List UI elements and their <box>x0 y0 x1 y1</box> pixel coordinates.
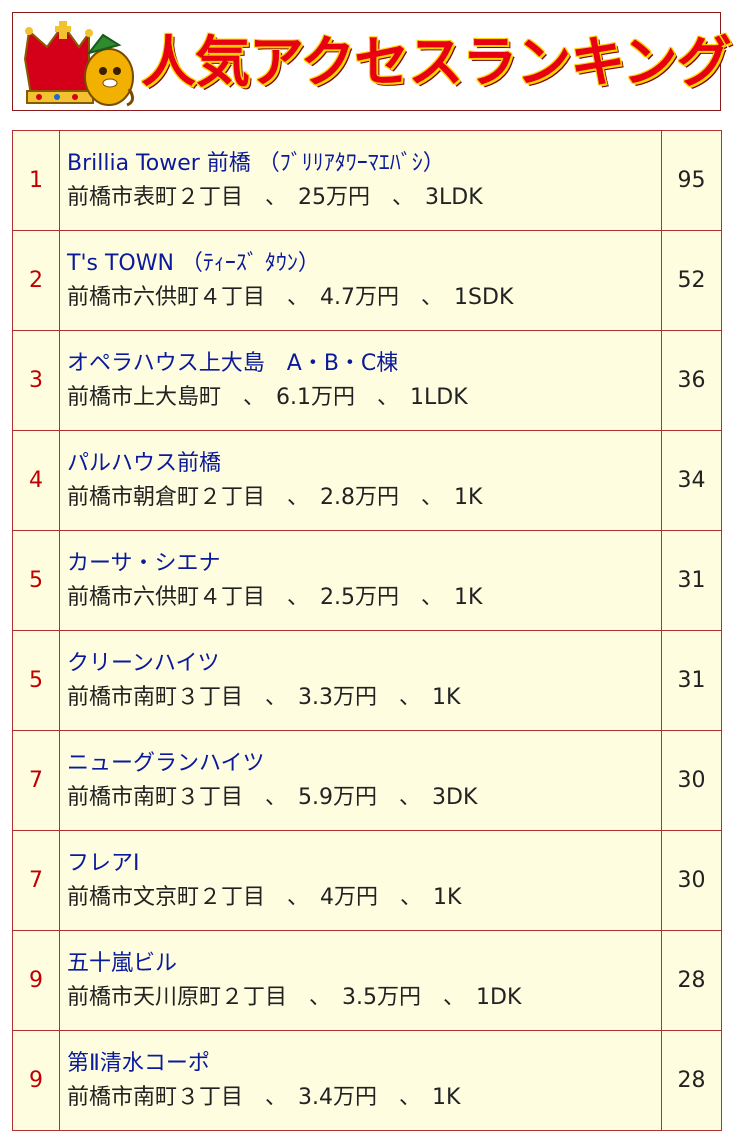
ranking-table-body: 1 Brillia Tower 前橋 （ﾌﾞﾘﾘｱﾀﾜｰﾏｴﾊﾞｼ） 前橋市表町… <box>12 130 722 1131</box>
property-detail: 前橋市文京町２丁目 、 4万円 、 1K <box>67 884 462 910</box>
property-name-link[interactable]: Brillia Tower 前橋 （ﾌﾞﾘﾘｱﾀﾜｰﾏｴﾊﾞｼ） <box>67 150 445 176</box>
access-count-cell: 36 <box>661 330 722 431</box>
property-rent: 2.5万円 <box>320 584 400 610</box>
rank-cell: 5 <box>12 530 60 631</box>
property-address: 前橋市南町３丁目 <box>67 684 244 710</box>
property-cell: クリーンハイツ 前橋市南町３丁目 、 3.3万円 、 1K <box>59 630 662 731</box>
access-count-cell: 52 <box>661 230 722 331</box>
property-layout: 1K <box>454 484 483 510</box>
property-layout: 1LDK <box>410 384 468 410</box>
property-rent: 6.1万円 <box>276 384 356 410</box>
property-cell: パルハウス前橋 前橋市朝倉町２丁目 、 2.8万円 、 1K <box>59 430 662 531</box>
rank-cell: 9 <box>12 930 60 1031</box>
access-count-cell: 28 <box>661 930 722 1031</box>
property-detail: 前橋市六供町４丁目 、 4.7万円 、 1SDK <box>67 284 514 310</box>
property-detail: 前橋市表町２丁目 、 25万円 、 3LDK <box>67 184 483 210</box>
table-row[interactable]: 7 フレアⅠ 前橋市文京町２丁目 、 4万円 、 1K 30 <box>12 830 722 931</box>
access-count-cell: 34 <box>661 430 722 531</box>
rank-cell: 2 <box>12 230 60 331</box>
property-name-link[interactable]: クリーンハイツ <box>67 650 220 676</box>
property-layout: 1DK <box>476 984 522 1010</box>
property-address: 前橋市六供町４丁目 <box>67 284 266 310</box>
property-layout: 3DK <box>432 784 478 810</box>
property-layout: 3LDK <box>425 184 483 210</box>
table-row[interactable]: 7 ニューグランハイツ 前橋市南町３丁目 、 5.9万円 、 3DK 30 <box>12 730 722 831</box>
table-row[interactable]: 2 T's TOWN （ﾃｨｰｽﾞ ﾀｳﾝ） 前橋市六供町４丁目 、 4.7万円… <box>12 230 722 331</box>
property-layout: 1K <box>433 884 462 910</box>
property-layout: 1SDK <box>454 284 514 310</box>
property-cell: 五十嵐ビル 前橋市天川原町２丁目 、 3.5万円 、 1DK <box>59 930 662 1031</box>
property-rent: 25万円 <box>298 184 371 210</box>
property-address: 前橋市朝倉町２丁目 <box>67 484 266 510</box>
property-detail: 前橋市六供町４丁目 、 2.5万円 、 1K <box>67 584 483 610</box>
property-detail: 前橋市上大島町 、 6.1万円 、 1LDK <box>67 384 468 410</box>
rank-cell: 7 <box>12 730 60 831</box>
property-rent: 3.4万円 <box>298 1084 378 1110</box>
property-rent: 5.9万円 <box>298 784 378 810</box>
property-layout: 1K <box>432 684 461 710</box>
property-layout: 1K <box>432 1084 461 1110</box>
table-row[interactable]: 5 クリーンハイツ 前橋市南町３丁目 、 3.3万円 、 1K 31 <box>12 630 722 731</box>
property-address: 前橋市表町２丁目 <box>67 184 244 210</box>
property-address: 前橋市天川原町２丁目 <box>67 984 288 1010</box>
property-address: 前橋市南町３丁目 <box>67 1084 244 1110</box>
property-name-link[interactable]: 五十嵐ビル <box>67 950 178 976</box>
access-count-cell: 30 <box>661 830 722 931</box>
rank-cell: 7 <box>12 830 60 931</box>
property-address: 前橋市六供町４丁目 <box>67 584 266 610</box>
access-count-cell: 95 <box>661 130 722 231</box>
property-cell: フレアⅠ 前橋市文京町２丁目 、 4万円 、 1K <box>59 830 662 931</box>
access-count-cell: 31 <box>661 530 722 631</box>
table-row[interactable]: 9 第Ⅱ清水コーポ 前橋市南町３丁目 、 3.4万円 、 1K 28 <box>12 1030 722 1131</box>
property-address: 前橋市上大島町 <box>67 384 222 410</box>
property-cell: オペラハウス上大島 A・B・C棟 前橋市上大島町 、 6.1万円 、 1LDK <box>59 330 662 431</box>
property-name-link[interactable]: T's TOWN （ﾃｨｰｽﾞ ﾀｳﾝ） <box>67 250 320 276</box>
property-name-link[interactable]: パルハウス前橋 <box>67 450 222 476</box>
property-cell: ニューグランハイツ 前橋市南町３丁目 、 5.9万円 、 3DK <box>59 730 662 831</box>
property-name-link[interactable]: カーサ・シエナ <box>67 550 221 576</box>
property-rent: 4.7万円 <box>320 284 400 310</box>
property-name-link[interactable]: フレアⅠ <box>67 850 140 876</box>
property-name-link[interactable]: オペラハウス上大島 A・B・C棟 <box>67 350 399 376</box>
rank-cell: 9 <box>12 1030 60 1131</box>
table-row[interactable]: 5 カーサ・シエナ 前橋市六供町４丁目 、 2.5万円 、 1K 31 <box>12 530 722 631</box>
property-detail: 前橋市南町３丁目 、 5.9万円 、 3DK <box>67 784 478 810</box>
property-layout: 1K <box>454 584 483 610</box>
property-cell: カーサ・シエナ 前橋市六供町４丁目 、 2.5万円 、 1K <box>59 530 662 631</box>
rank-cell: 4 <box>12 430 60 531</box>
property-rent: 4万円 <box>320 884 379 910</box>
table-row[interactable]: 1 Brillia Tower 前橋 （ﾌﾞﾘﾘｱﾀﾜｰﾏｴﾊﾞｼ） 前橋市表町… <box>12 130 722 231</box>
property-address: 前橋市南町３丁目 <box>67 784 244 810</box>
property-rent: 3.3万円 <box>298 684 378 710</box>
property-name-link[interactable]: ニューグランハイツ <box>67 750 265 776</box>
rank-cell: 3 <box>12 330 60 431</box>
access-count-cell: 31 <box>661 630 722 731</box>
property-address: 前橋市文京町２丁目 <box>67 884 266 910</box>
access-count-cell: 30 <box>661 730 722 831</box>
property-rent: 2.8万円 <box>320 484 400 510</box>
rank-cell: 5 <box>12 630 60 731</box>
crown-mascot-icon <box>23 21 134 107</box>
property-detail: 前橋市南町３丁目 、 3.3万円 、 1K <box>67 684 461 710</box>
ranking-table: 1 Brillia Tower 前橋 （ﾌﾞﾘﾘｱﾀﾜｰﾏｴﾊﾞｼ） 前橋市表町… <box>12 130 722 1131</box>
rank-cell: 1 <box>12 130 60 231</box>
property-detail: 前橋市天川原町２丁目 、 3.5万円 、 1DK <box>67 984 522 1010</box>
property-rent: 3.5万円 <box>342 984 422 1010</box>
property-name-link[interactable]: 第Ⅱ清水コーポ <box>67 1050 210 1076</box>
ranking-banner: 人気アクセスランキング <box>12 12 732 111</box>
property-cell: Brillia Tower 前橋 （ﾌﾞﾘﾘｱﾀﾜｰﾏｴﾊﾞｼ） 前橋市表町２丁… <box>59 130 662 231</box>
access-count-cell: 28 <box>661 1030 722 1131</box>
table-row[interactable]: 4 パルハウス前橋 前橋市朝倉町２丁目 、 2.8万円 、 1K 34 <box>12 430 722 531</box>
property-cell: 第Ⅱ清水コーポ 前橋市南町３丁目 、 3.4万円 、 1K <box>59 1030 662 1131</box>
property-cell: T's TOWN （ﾃｨｰｽﾞ ﾀｳﾝ） 前橋市六供町４丁目 、 4.7万円 、… <box>59 230 662 331</box>
table-row[interactable]: 3 オペラハウス上大島 A・B・C棟 前橋市上大島町 、 6.1万円 、 1LD… <box>12 330 722 431</box>
property-detail: 前橋市南町３丁目 、 3.4万円 、 1K <box>67 1084 461 1110</box>
property-detail: 前橋市朝倉町２丁目 、 2.8万円 、 1K <box>67 484 483 510</box>
table-row[interactable]: 9 五十嵐ビル 前橋市天川原町２丁目 、 3.5万円 、 1DK 28 <box>12 930 722 1031</box>
banner-title: 人気アクセスランキング <box>141 30 732 94</box>
